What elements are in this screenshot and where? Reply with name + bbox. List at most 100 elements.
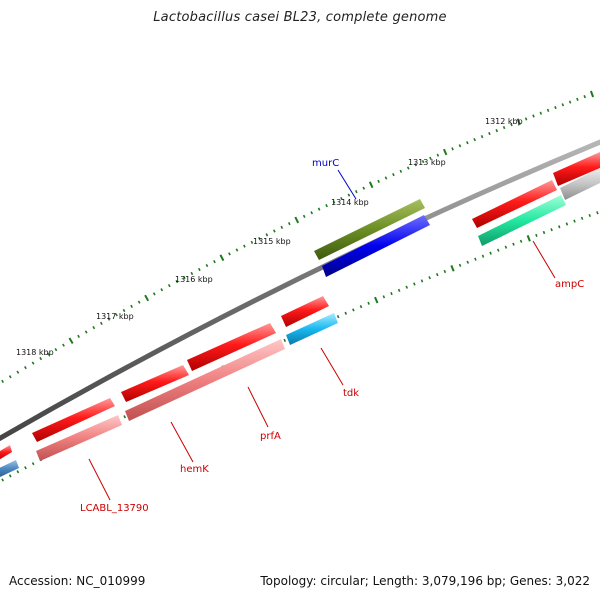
- gene-label-hemk: hemK: [180, 464, 209, 475]
- inner-scale-tick: [573, 219, 576, 223]
- outer-scale-tick: [340, 196, 343, 201]
- inner-scale-tick: [526, 235, 531, 242]
- gene-labels: murC ampC tdk prfA hemK LCABL_13790: [80, 158, 584, 514]
- inner-scale-tick: [542, 230, 546, 235]
- outer-scale-tick: [442, 148, 448, 156]
- inner-scale-tick: [8, 474, 12, 478]
- gene-ampc-cds: [478, 195, 566, 246]
- gene-left-edge-red: [0, 445, 12, 460]
- outer-scale-tick: [347, 193, 351, 197]
- kbp-label-1314: 1314 kbp: [331, 198, 369, 207]
- outer-scale-tick: [466, 141, 469, 145]
- gene-label-murc: murC: [312, 158, 339, 169]
- inner-scale-tick: [565, 222, 569, 226]
- inner-scale-tick: [558, 225, 561, 229]
- outer-scale-tick: [46, 352, 50, 356]
- outer-scale-tick: [228, 252, 231, 256]
- gene-label-prfa: prfA: [260, 431, 281, 442]
- outer-scale-tick: [31, 361, 35, 365]
- outer-scale-tick: [213, 260, 216, 264]
- outer-scale-tick: [362, 186, 366, 190]
- topology-text: Topology: circular; Length: 3,079,196 bp…: [260, 574, 590, 588]
- inner-scale-tick: [443, 269, 447, 274]
- inner-scale-tick: [474, 257, 477, 261]
- inner-scale-tick: [504, 245, 508, 249]
- outer-scale-tick: [502, 126, 506, 130]
- outer-scale-tick: [332, 200, 336, 204]
- gene-label-tdk: tdk: [343, 388, 359, 399]
- inner-scale-tick: [367, 301, 370, 305]
- inner-scale-tick: [512, 242, 515, 246]
- inner-scale-tick: [550, 228, 553, 232]
- inner-scale-ticks: [1, 211, 599, 482]
- outer-scale-tick: [583, 95, 586, 99]
- inner-scale-tick: [596, 211, 599, 215]
- gene-ampc-red-feature: [472, 180, 557, 228]
- outer-scale-tick: [122, 308, 126, 313]
- outer-scale-tick: [516, 118, 521, 126]
- forward-strand-genes: [0, 152, 600, 460]
- outer-scale-tick: [62, 343, 65, 347]
- kbp-label-1317: 1317 kbp: [96, 312, 134, 321]
- inner-scale-tick: [374, 296, 379, 304]
- inner-scale-tick: [496, 248, 500, 252]
- outer-scale-tick: [160, 288, 164, 292]
- outer-scale-tick: [205, 264, 209, 268]
- outer-scale-tick: [384, 176, 388, 180]
- outer-scale-tick: [92, 326, 96, 330]
- outer-scale-tick: [399, 169, 403, 173]
- outer-scale-tick: [250, 240, 254, 244]
- outer-scale-tick: [107, 317, 111, 321]
- map-title: Lactobacillus casei BL23, complete genom…: [153, 10, 447, 25]
- inner-scale-tick: [24, 466, 27, 470]
- outer-scale-tick: [480, 134, 484, 139]
- outer-scale-tick: [524, 117, 528, 121]
- genome-backbone: [0, 139, 600, 442]
- inner-scale-tick: [481, 254, 485, 258]
- outer-scale-tick: [406, 166, 410, 170]
- inner-scale-tick: [1, 478, 5, 482]
- inner-scale-tick: [435, 272, 439, 277]
- inner-scale-tick: [535, 233, 538, 237]
- hemk-leader: [170, 421, 194, 463]
- outer-scale-tick: [258, 236, 261, 241]
- outer-scale-tick: [539, 111, 543, 115]
- outer-scale-tick: [310, 211, 314, 215]
- gene-hemk-feature: [121, 365, 189, 402]
- gene-left-edge-steel: [0, 460, 19, 478]
- outer-scale-tick: [16, 370, 20, 374]
- outer-scale-tick: [272, 229, 276, 233]
- gene-right-edge-grey: [560, 168, 600, 200]
- inner-scale-tick: [359, 305, 363, 309]
- tdk-leader: [320, 347, 344, 386]
- inner-scale-tick: [450, 265, 455, 272]
- kbp-label-1315: 1315 kbp: [253, 237, 291, 246]
- murc-leader: [337, 169, 357, 200]
- outer-scale-tick: [152, 292, 156, 296]
- kbp-labels: 1312 kbp 1313 kbp 1314 kbp 1315 kbp 1316…: [16, 117, 523, 357]
- kbp-label-1318: 1318 kbp: [16, 348, 54, 357]
- inner-scale-tick: [420, 279, 424, 283]
- inner-scale-tick: [16, 470, 20, 474]
- outer-scale-tick: [137, 300, 141, 304]
- outer-scale-tick: [235, 248, 239, 252]
- outer-scale-tick: [54, 347, 58, 352]
- gene-label-lcabl-13790: LCABL_13790: [80, 503, 149, 514]
- inner-scale-tick: [336, 314, 340, 319]
- inner-scale-tick: [405, 285, 409, 289]
- gene-murc-feature: [314, 199, 425, 260]
- inner-scale-tick: [382, 295, 386, 299]
- inner-scale-tick: [352, 308, 355, 312]
- outer-scale-tick: [414, 163, 417, 167]
- inner-scale-tick: [519, 239, 523, 243]
- outer-scale-tick: [280, 225, 284, 229]
- outer-scale-tick: [144, 294, 150, 302]
- outer-scale-tick: [568, 100, 572, 104]
- outer-scale-tick: [287, 222, 291, 226]
- outer-scale-tick: [561, 103, 565, 107]
- outer-scale-tick: [175, 280, 179, 284]
- outer-scale-tick: [294, 216, 300, 224]
- outer-scale-tick: [219, 254, 225, 262]
- inner-scale-tick: [390, 292, 393, 296]
